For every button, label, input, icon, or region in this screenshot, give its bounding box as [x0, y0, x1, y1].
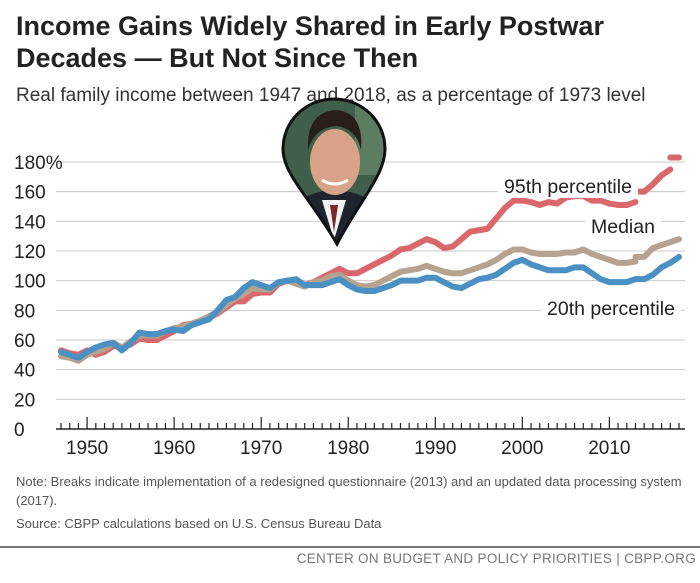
x-tick-label: 1970	[240, 438, 282, 459]
x-tick-label: 2010	[588, 438, 630, 459]
reagan-portrait-pin	[281, 97, 387, 248]
chart-source: Source: CBPP calculations based on U.S. …	[16, 516, 382, 531]
y-tick-label: 160	[14, 183, 46, 204]
y-tick-label: 40	[14, 361, 35, 382]
series-label: 20th percentile	[547, 298, 675, 320]
y-tick-label: 120	[14, 242, 46, 263]
series-label: 95th percentile	[504, 176, 632, 198]
x-tick-label: 1990	[414, 438, 456, 459]
series-label-background	[541, 298, 681, 320]
y-tick-label: 140	[14, 212, 46, 233]
y-tick-label: 180%	[14, 153, 63, 174]
series-line-95th-percentile	[632, 166, 674, 195]
chart-subtitle: Real family income between 1947 and 2018…	[16, 85, 646, 106]
series-line-20th-percentile	[632, 259, 674, 283]
series-line-20th-percentile	[58, 256, 639, 361]
y-tick-label: 0	[14, 420, 25, 441]
series-line-20th-percentile	[667, 253, 682, 266]
y-tick-label: 60	[14, 331, 35, 352]
series-line-median	[632, 239, 674, 260]
y-tick-label: 80	[14, 301, 35, 322]
x-tick-label: 1950	[66, 438, 108, 459]
footer-divider	[0, 546, 700, 548]
x-tick-label: 1980	[327, 438, 369, 459]
series-line-95th-percentile	[58, 193, 639, 358]
x-tick-label: 2000	[501, 438, 543, 459]
chart-title: Income Gains Widely Shared in Early Post…	[16, 11, 604, 73]
chart-note: Note: Breaks indicate implementation of …	[16, 474, 682, 508]
x-tick-label: 1960	[153, 438, 195, 459]
y-tick-label: 20	[14, 390, 35, 411]
series-label-background	[585, 216, 661, 238]
footer-org: CENTER ON BUDGET AND POLICY PRIORITIES |…	[296, 551, 696, 566]
series-label: Median	[591, 216, 655, 238]
series-label-background	[498, 176, 638, 198]
series-line-median	[667, 236, 682, 246]
y-tick-label: 100	[14, 272, 46, 293]
